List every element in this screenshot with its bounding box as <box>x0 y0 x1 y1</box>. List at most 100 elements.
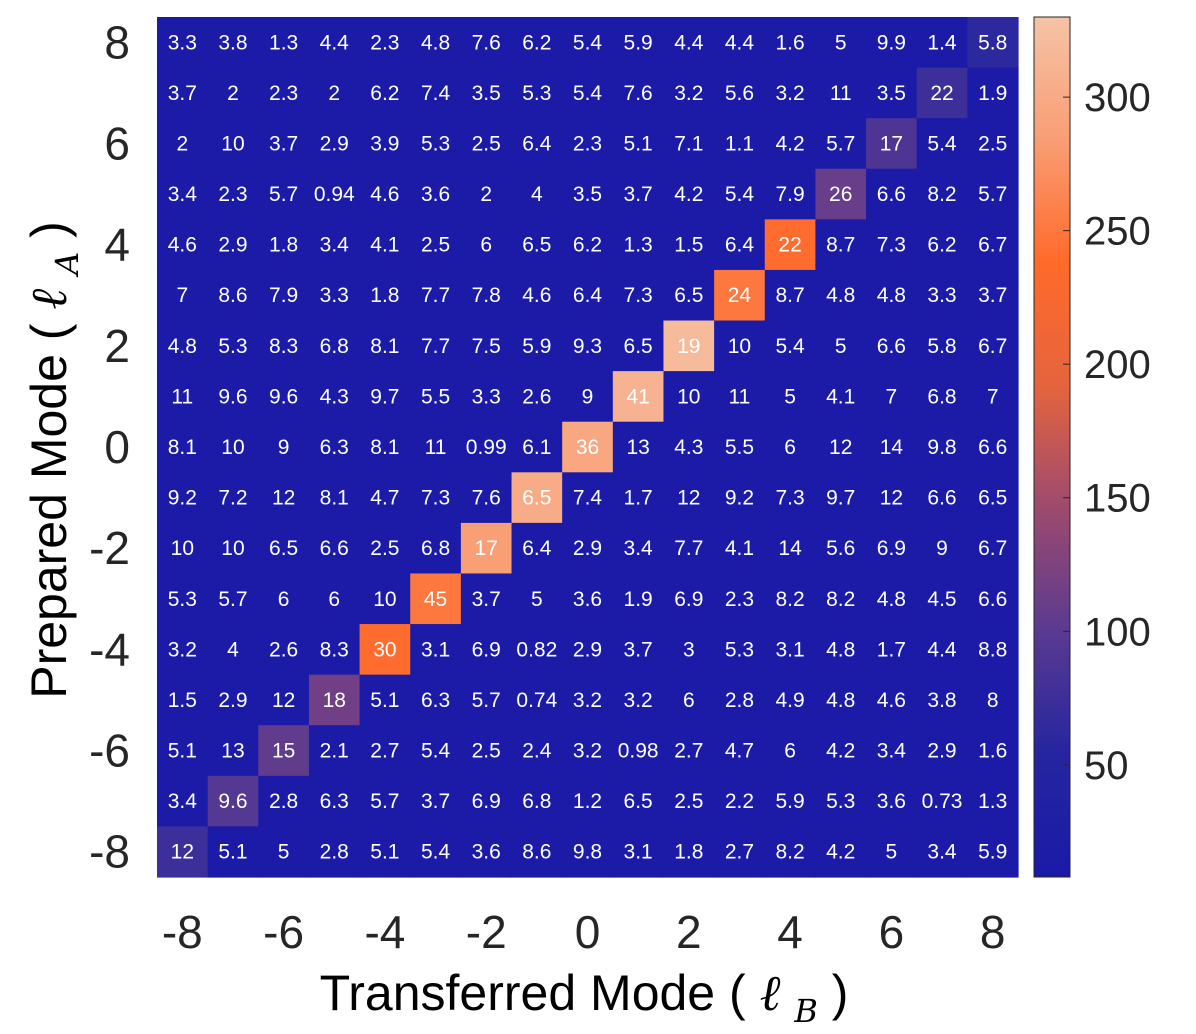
heatmap-cell-label: 4 <box>227 638 239 661</box>
heatmap-cell <box>714 168 766 220</box>
heatmap-cell-label: 6.6 <box>877 335 906 358</box>
heatmap-cell <box>511 775 563 828</box>
heatmap-cell-label: 2.7 <box>674 740 703 763</box>
heatmap-cell <box>916 269 968 322</box>
heatmap-cell <box>612 624 665 676</box>
heatmap-cell-label: 5 <box>835 31 847 54</box>
heatmap-cell-label: 10 <box>728 335 751 358</box>
heatmap-cell <box>764 371 817 423</box>
heatmap-cell-label: 12 <box>880 487 903 510</box>
heatmap-cell <box>157 775 209 828</box>
heatmap-cell <box>258 168 310 220</box>
heatmap-cell <box>308 168 361 220</box>
y-axis-ticks: 8 6 4 2 0 -2 -4 -6 -8 <box>89 16 130 877</box>
heatmap-cell <box>410 573 462 625</box>
heatmap-cell <box>460 826 513 878</box>
heatmap-cell-label: 5.6 <box>826 537 855 560</box>
heatmap-cell-label: 2.8 <box>725 689 754 712</box>
heatmap-cell <box>460 674 513 726</box>
heatmap-cell <box>308 269 361 322</box>
heatmap-cell-label: 6.4 <box>573 284 603 307</box>
heatmap-cell-label: 2.7 <box>725 841 754 864</box>
heatmap-cell <box>511 118 563 170</box>
heatmap-cell <box>916 674 968 726</box>
heatmap-cell-label: 5.3 <box>421 132 450 155</box>
heatmap-cell-label: 13 <box>626 436 649 459</box>
heatmap-cell <box>410 269 462 322</box>
heatmap-cell <box>207 573 259 625</box>
heatmap-cell-label: 2 <box>227 82 239 105</box>
heatmap-cell-label: 1.5 <box>674 234 703 257</box>
heatmap-cell <box>612 67 665 119</box>
heatmap-cell <box>764 725 817 777</box>
heatmap-cell-label: 8.1 <box>370 436 399 459</box>
heatmap-cell <box>157 118 209 170</box>
heatmap-cell <box>612 826 665 878</box>
heatmap-cell-label: 7.9 <box>269 284 298 307</box>
heatmap-cell <box>815 624 867 676</box>
y-tick-label: 6 <box>104 117 130 169</box>
heatmap-cell-label: 3.8 <box>927 689 956 712</box>
heatmap-cell <box>207 118 259 170</box>
colorbar-gradient <box>1033 16 1071 878</box>
y-axis-title-paren-open: ( <box>21 323 77 340</box>
heatmap-cell-label: 5.3 <box>522 82 551 105</box>
heatmap-cell <box>359 775 411 828</box>
heatmap-cell <box>714 775 766 828</box>
colorbar-tick-label: 50 <box>1084 744 1129 788</box>
heatmap-cell <box>967 219 1019 271</box>
heatmap-cell-label: 5.3 <box>725 638 754 661</box>
heatmap-cell-label: 5.1 <box>218 841 247 864</box>
heatmap-cell <box>967 624 1019 676</box>
heatmap-cell <box>207 17 259 69</box>
heatmap-cell-label: 5.9 <box>775 790 804 813</box>
heatmap-cells <box>157 17 1019 878</box>
heatmap-cell <box>815 674 867 726</box>
heatmap-cell-label: 7.3 <box>421 487 450 510</box>
heatmap-cell-label: 4 <box>531 183 543 206</box>
x-tick-label: 0 <box>575 906 601 958</box>
heatmap-cell-label: 3.9 <box>370 132 399 155</box>
heatmap-cell <box>308 320 361 372</box>
heatmap-cell <box>308 371 361 423</box>
heatmap-cell-label: 10 <box>171 537 194 560</box>
heatmap-cell <box>410 320 462 372</box>
heatmap-cell <box>714 674 766 726</box>
heatmap-cell <box>410 371 462 423</box>
heatmap-cell-label: 7.3 <box>877 234 906 257</box>
heatmap-cell-label: 7.6 <box>472 487 501 510</box>
x-tick-label: 2 <box>676 906 702 958</box>
heatmap-cell <box>207 624 259 676</box>
heatmap-cell-label: 2.3 <box>269 82 298 105</box>
heatmap-cell-label: 9 <box>278 436 290 459</box>
heatmap-cell <box>612 219 665 271</box>
heatmap-cell <box>714 725 766 777</box>
heatmap-cell <box>207 421 259 473</box>
heatmap-cell <box>460 573 513 625</box>
heatmap-cell-label: 6.7 <box>978 335 1007 358</box>
heatmap-cell-label: 5.7 <box>978 183 1007 206</box>
heatmap-cell <box>866 472 918 524</box>
heatmap-cell <box>815 118 867 170</box>
heatmap-cell-label: 3.2 <box>674 82 703 105</box>
heatmap-cell <box>916 775 968 828</box>
heatmap-cell <box>359 624 411 676</box>
heatmap-cell <box>562 118 614 170</box>
heatmap-cell-label: 8.1 <box>320 487 349 510</box>
heatmap-cell <box>511 168 563 220</box>
heatmap-cell <box>511 573 563 625</box>
heatmap-cell-label: 6.4 <box>522 132 552 155</box>
heatmap-cell-label: 45 <box>424 588 447 611</box>
heatmap-cell <box>359 725 411 777</box>
heatmap-cell <box>207 67 259 119</box>
heatmap-cell-label: 1.3 <box>269 31 298 54</box>
colorbar: 50 100 150 200 250 300 <box>1033 16 1151 878</box>
heatmap-cell <box>410 472 462 524</box>
heatmap-cell-label: 6.6 <box>927 487 956 510</box>
heatmap-cell-label: 5.4 <box>573 31 603 54</box>
heatmap-cell-label: 11 <box>729 385 751 408</box>
heatmap-cell-label: 7.8 <box>472 284 501 307</box>
heatmap-cell-label: 5.1 <box>370 689 399 712</box>
heatmap-cell-label: 4.4 <box>320 31 350 54</box>
heatmap-cell <box>815 775 867 828</box>
